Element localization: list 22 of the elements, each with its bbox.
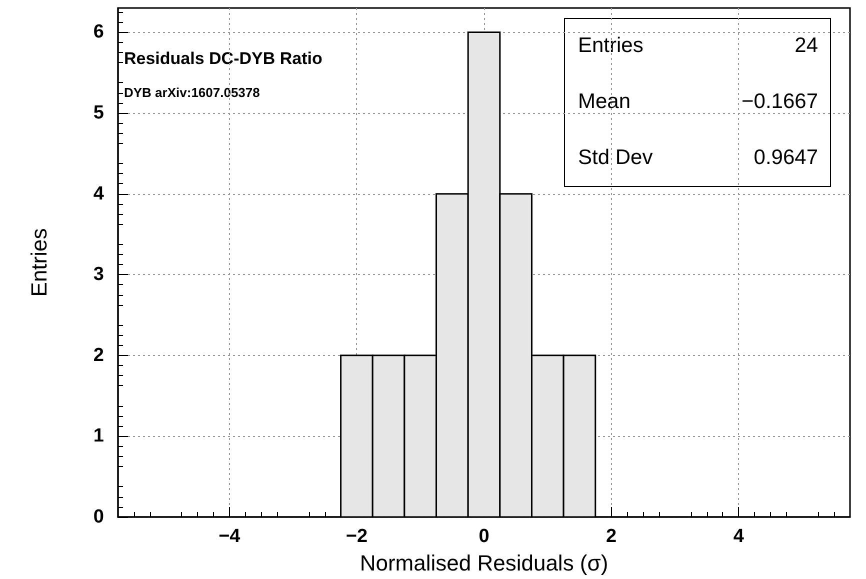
y-tick-label: 0	[93, 506, 104, 528]
y-tick-label: 4	[93, 183, 104, 204]
annotation: Mean	[578, 90, 631, 113]
x-tick-label: 0	[478, 526, 490, 547]
x-axis-title: Normalised Residuals (σ)	[360, 550, 608, 576]
x-tick-label: −4	[218, 526, 241, 547]
x-tick-label: 2	[606, 526, 617, 547]
x-tick-label: −2	[346, 526, 368, 547]
y-tick-label: 1	[93, 426, 104, 447]
annotation: Entries	[578, 34, 644, 57]
y-tick-label: 3	[93, 264, 104, 286]
x-tick-label: 4	[733, 526, 744, 547]
y-axis-title: Entries	[26, 228, 52, 297]
y-tick-label: 6	[93, 22, 104, 43]
text: DYB arXiv:1607.05378	[124, 85, 260, 100]
text: Residuals DC-DYB Ratio	[124, 49, 322, 68]
annotation: 0.9647	[754, 146, 818, 169]
annotation: Std Dev	[578, 146, 654, 169]
y-tick-label: 2	[93, 344, 104, 366]
y-tick-label: 5	[93, 102, 104, 124]
annotation: −0.1667	[742, 90, 818, 113]
annotation: 24	[794, 34, 818, 57]
